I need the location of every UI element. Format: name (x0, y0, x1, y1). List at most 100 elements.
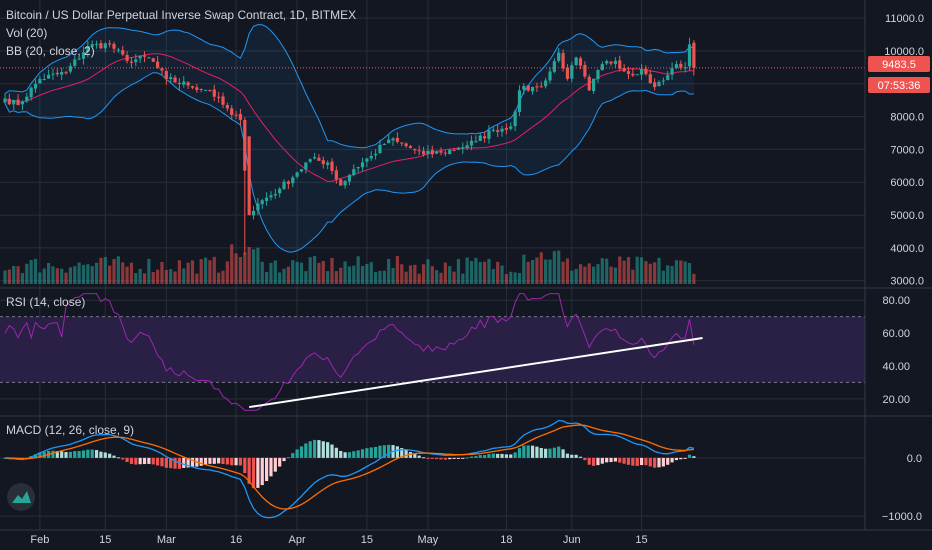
candle (142, 51, 147, 63)
price-axis-label: 6000.0 (890, 177, 924, 189)
macd-histogram-bar (33, 454, 38, 458)
volume-bar (247, 246, 251, 284)
macd-histogram-bar (317, 440, 321, 458)
candle (334, 166, 338, 184)
macd-axis-label: −1000.0 (882, 511, 922, 523)
macd-axis-label: 0.0 (907, 453, 922, 465)
volume-bar (356, 256, 360, 284)
volume-bar (212, 256, 216, 284)
macd-histogram-bar (539, 448, 543, 458)
candle (138, 55, 142, 63)
candle (496, 125, 500, 138)
macd-histogram-bar (295, 449, 299, 458)
volume-indicator-label[interactable]: Vol (20) (6, 26, 47, 40)
macd-histogram-bar (73, 451, 77, 458)
macd-histogram-bar (417, 455, 421, 458)
macd-histogram-bar (544, 448, 548, 458)
price-pane[interactable] (0, 24, 865, 284)
volume-bar (378, 270, 382, 284)
candle (308, 158, 312, 163)
volume-bar (387, 258, 391, 284)
macd-histogram-bar (68, 451, 72, 458)
candle (190, 85, 195, 90)
macd-histogram-bar (212, 457, 216, 464)
candle (99, 40, 103, 50)
macd-histogram-bar (81, 450, 86, 458)
candle (103, 42, 107, 53)
candle (639, 63, 644, 80)
volume-bar (408, 265, 413, 284)
macd-histogram-bar (605, 457, 609, 463)
volume-bar (635, 256, 639, 284)
candle (413, 148, 417, 154)
volume-bar (125, 266, 129, 284)
last-price-value: 9483.5 (882, 59, 916, 71)
candle (186, 81, 190, 89)
countdown-value: 07:53:36 (878, 80, 921, 92)
macd-histogram-bar (243, 457, 247, 474)
volume-bar (530, 260, 535, 284)
volume-bar (666, 265, 670, 284)
volume-bar (653, 262, 657, 284)
candle (491, 127, 495, 133)
volume-bar (177, 260, 181, 284)
rsi-pane[interactable] (0, 293, 865, 411)
volume-bar (273, 260, 277, 284)
volume-bar (557, 250, 561, 284)
candle (469, 135, 474, 151)
volume-bar (483, 261, 487, 284)
volume-bar (687, 262, 692, 284)
macd-pane[interactable] (3, 419, 696, 519)
bollinger-indicator-label[interactable]: BB (20, close, 2) (6, 44, 95, 58)
candle (129, 57, 134, 68)
rsi-indicator-label[interactable]: RSI (14, close) (6, 295, 85, 309)
volume-bar (103, 256, 107, 284)
candles (3, 37, 696, 255)
bollinger-fill (5, 24, 694, 252)
macd-histogram-bar (352, 451, 356, 458)
volume-bar (112, 259, 116, 284)
candle (465, 140, 469, 151)
time-axis-label: Mar (157, 534, 176, 546)
macd-histogram-bar (382, 445, 386, 458)
candle (478, 133, 482, 142)
macd-histogram-bar (522, 445, 526, 458)
candle (509, 122, 513, 131)
macd-histogram-bar (618, 457, 622, 463)
candle (330, 158, 334, 175)
volume-bar (81, 264, 86, 284)
macd-histogram-bar (360, 449, 365, 458)
volume-bar (138, 268, 142, 284)
volume-bar (217, 272, 221, 284)
volume-bar (552, 251, 556, 284)
volume-bar (203, 257, 208, 284)
candle (12, 99, 16, 110)
candle (679, 60, 683, 71)
candle (81, 46, 86, 65)
candle (687, 37, 692, 71)
candle (60, 67, 64, 80)
candle (217, 91, 221, 103)
volume-bar (517, 272, 522, 284)
volume-bar (478, 261, 482, 284)
tradingview-logo-icon[interactable] (7, 483, 35, 511)
time-axis[interactable]: Feb 15 Mar 16 Apr 15 May 18 Jun 15 (30, 534, 647, 546)
macd-histogram-bar (260, 457, 264, 486)
volume-bar (282, 268, 286, 284)
macd-indicator-label[interactable]: MACD (12, 26, close, 9) (6, 423, 134, 437)
macd-histogram-bar (374, 446, 378, 458)
macd-histogram-bar (326, 442, 330, 458)
volume-bar (657, 257, 661, 284)
chart-title[interactable]: Bitcoin / US Dollar Perpetual Inverse Sw… (6, 8, 356, 22)
volume-bar (121, 262, 125, 284)
volume-bar (526, 261, 530, 284)
volume-bars (3, 244, 696, 284)
candle (408, 144, 413, 149)
macd-histogram-bar (500, 453, 504, 458)
pane-separators[interactable] (0, 0, 932, 531)
macd-histogram-bar (666, 457, 670, 465)
rsi-trendline[interactable] (249, 337, 703, 409)
macd-histogram-bar (469, 456, 474, 458)
candle (360, 157, 365, 172)
